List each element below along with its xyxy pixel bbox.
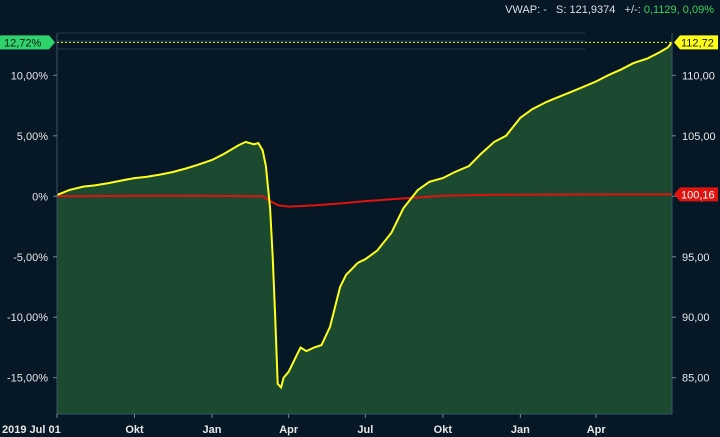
- left-tick-label: 0%: [32, 191, 48, 203]
- x-tick-label: Jan: [203, 424, 222, 436]
- benchmark-value-badge: 100,16: [674, 187, 718, 202]
- main-value-badge-label: 112,72: [681, 37, 714, 49]
- left-tick-label: 5,00%: [17, 131, 48, 143]
- left-tick-label: -15,00%: [7, 373, 48, 385]
- x-tick-label: Jan: [511, 424, 530, 436]
- left-value-badge-label: 12,72%: [4, 37, 42, 49]
- change-label: +/-:: [624, 4, 641, 16]
- left-tick-label: -5,00%: [13, 252, 48, 264]
- vwap-value: -: [543, 4, 547, 16]
- s-value: 121,9374: [569, 4, 616, 16]
- left-value-badge: 12,72%: [0, 35, 55, 50]
- right-tick-label: 105,00: [682, 131, 716, 143]
- x-tick-label: Okt: [125, 424, 144, 436]
- right-tick-label: 85,00: [682, 373, 710, 385]
- left-tick-label: 10,00%: [11, 70, 49, 82]
- main-series-line: [56, 41, 673, 390]
- axes: 10,00%5,00%0%-5,00%-10,00%-15,00%110,001…: [2, 33, 716, 436]
- gridlines: [57, 32, 585, 50]
- right-tick-label: 90,00: [682, 312, 710, 324]
- main-value-badge: 112,72: [674, 35, 718, 50]
- x-tick-label: Apr: [279, 424, 299, 436]
- right-tick-label: 95,00: [682, 252, 710, 264]
- x-tick-label: Apr: [587, 424, 607, 436]
- x-tick-label: Okt: [434, 424, 453, 436]
- area-layer: [56, 41, 673, 415]
- quote-header: VWAP: - S: 121,9374 +/-: 0,1129, 0,09%: [0, 0, 720, 22]
- benchmark-series-line: [56, 193, 673, 208]
- change-abs: 0,1129: [643, 4, 677, 16]
- benchmark-value-badge-shape: [674, 187, 718, 202]
- left-value-badge-shape: [0, 35, 55, 50]
- s-label: S:: [556, 4, 567, 16]
- right-tick-label: 110,00: [682, 70, 715, 82]
- value-badges: 12,72% 112,72 100,16: [0, 35, 718, 202]
- x-tick-label: 2019 Jul 01: [2, 424, 61, 436]
- main-area: [56, 41, 673, 415]
- quote-summary: VWAP: - S: 121,9374 +/-: 0,1129, 0,09%: [505, 4, 714, 16]
- main-value-badge-shape: [674, 35, 718, 50]
- change-pct: 0,09%: [682, 4, 714, 16]
- line-layer: [56, 41, 673, 390]
- benchmark-value-badge-label: 100,16: [681, 189, 715, 201]
- left-tick-label: -10,00%: [7, 312, 48, 324]
- x-tick-label: Jul: [357, 424, 373, 436]
- vwap-label: VWAP:: [505, 4, 541, 16]
